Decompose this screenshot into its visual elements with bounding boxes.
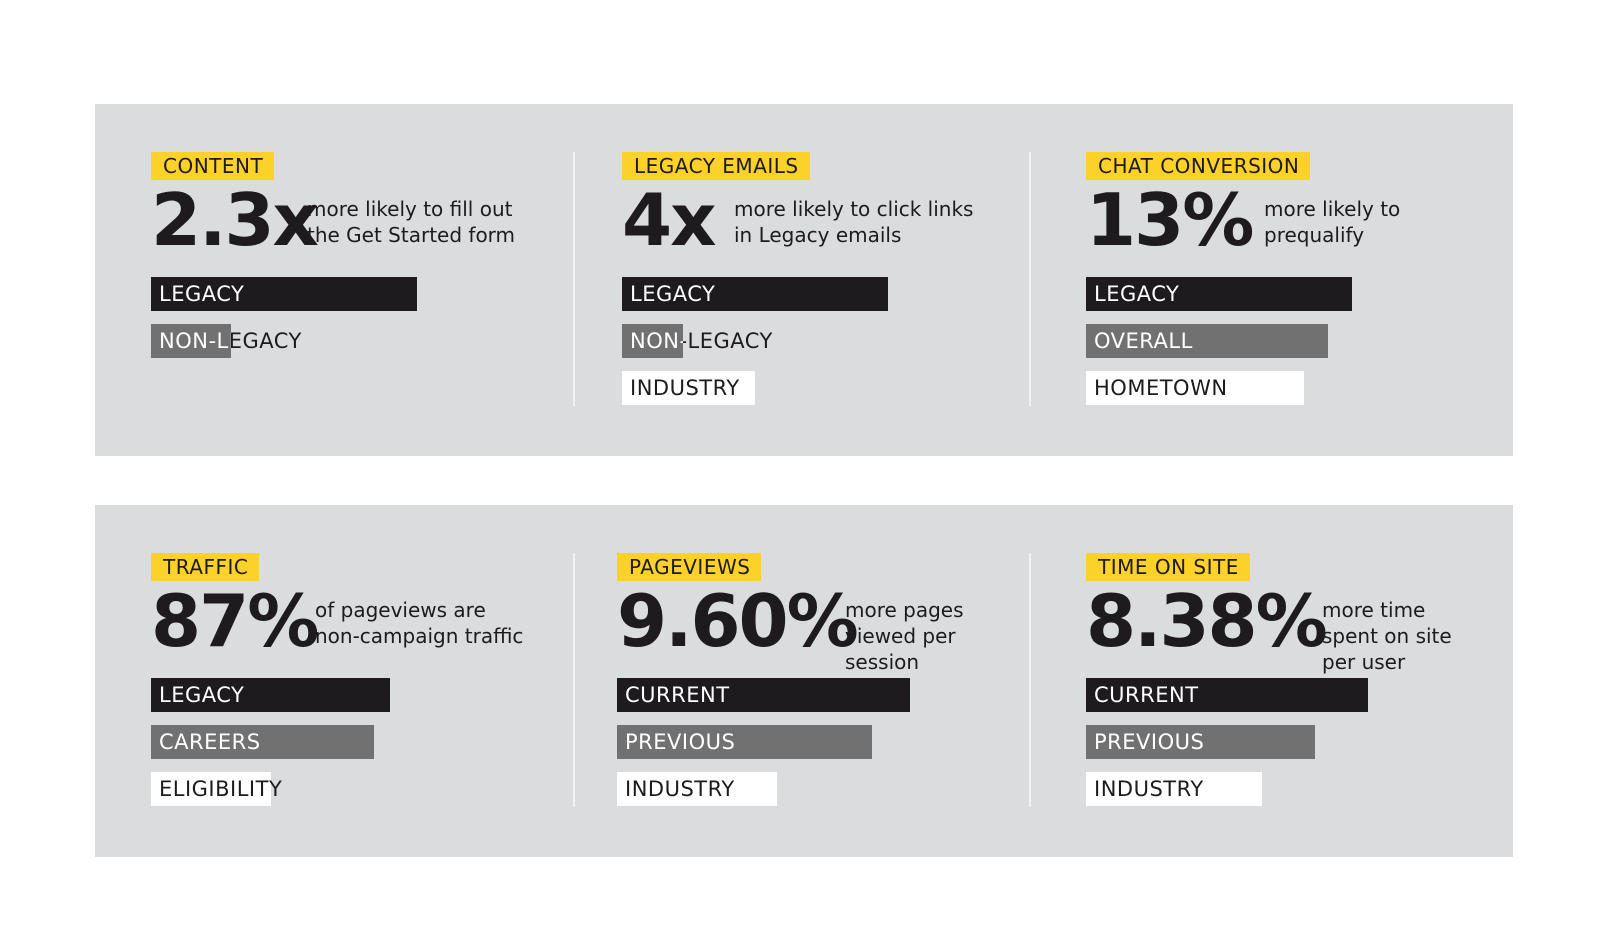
stat-value: 8.38% xyxy=(1086,579,1328,663)
bar-row: INDUSTRY xyxy=(622,371,1062,405)
stat-value: 87% xyxy=(151,579,319,663)
stat-value: 4x xyxy=(622,178,717,262)
bar-row: LEGACY xyxy=(1086,277,1526,311)
bar-label: LEGACY xyxy=(159,282,245,306)
description-line: the Get Started form xyxy=(307,223,516,247)
bar xyxy=(617,772,777,806)
bar-row: LEGACY xyxy=(151,678,591,712)
bar-row: CURRENT xyxy=(1086,678,1526,712)
bar-label: ELIGIBILITY xyxy=(159,777,283,801)
bar-row: CAREERS xyxy=(151,725,591,759)
bar xyxy=(1086,772,1262,806)
bar-label: CAREERS xyxy=(159,730,261,754)
category-tag: PAGEVIEWS xyxy=(617,553,762,581)
bar xyxy=(151,277,417,311)
bar xyxy=(622,277,888,311)
stat-value: 9.60% xyxy=(617,579,859,663)
bar-row: OVERALL xyxy=(1086,324,1526,358)
bar-label: CURRENT xyxy=(1094,683,1199,707)
bar xyxy=(1086,725,1315,759)
bar-label: INDUSTRY xyxy=(625,777,735,801)
description-line: spent on site xyxy=(1322,624,1452,648)
stat-description: more likely to prequalify xyxy=(1264,196,1504,248)
description-line: of pageviews are xyxy=(315,598,486,622)
bar-row: PREVIOUS xyxy=(617,725,1057,759)
bar xyxy=(1086,678,1368,712)
bar-row: INDUSTRY xyxy=(617,772,1057,806)
bar-row: LEGACY xyxy=(151,277,591,311)
description-line: per user xyxy=(1322,650,1406,674)
bar-label: OVERALL xyxy=(1094,329,1193,353)
bar xyxy=(1086,371,1304,405)
bar-row: LEGACY xyxy=(622,277,1062,311)
category-tag: CONTENT xyxy=(151,152,275,180)
bar-row: ELIGIBILITY xyxy=(151,772,591,806)
stat-card-time-on-site: TIME ON SITE 8.38% more time spent on site p… xyxy=(1086,505,1526,857)
bar-label-overflow: NON-LEGACY xyxy=(630,329,773,353)
bar xyxy=(622,324,683,358)
bar-label: LEGACY xyxy=(159,683,245,707)
description-line: more likely to xyxy=(1264,197,1401,221)
bar-row: INDUSTRY xyxy=(1086,772,1526,806)
divider xyxy=(1029,553,1031,807)
bar xyxy=(617,725,872,759)
stat-value: 2.3x xyxy=(151,178,319,262)
bar-row: HOMETOWN xyxy=(1086,371,1526,405)
divider xyxy=(573,152,575,406)
bar-row: PREVIOUS xyxy=(1086,725,1526,759)
bar xyxy=(151,725,374,759)
description-line: prequalify xyxy=(1264,223,1365,247)
divider xyxy=(573,553,575,807)
description-line: session xyxy=(845,650,920,674)
category-tag: TIME ON SITE xyxy=(1086,553,1250,581)
divider xyxy=(1029,152,1031,406)
bar-row: CURRENT xyxy=(617,678,1057,712)
category-tag: CHAT CONVERSION xyxy=(1086,152,1311,180)
stat-description: of pageviews are non-campaign traffic xyxy=(315,597,555,649)
bar xyxy=(1086,277,1352,311)
bar xyxy=(151,678,390,712)
description-line: more time xyxy=(1322,598,1426,622)
description-line: non-campaign traffic xyxy=(315,624,524,648)
bar-label: HOMETOWN xyxy=(1094,376,1228,400)
stat-description: more likely to fill out the Get Started f… xyxy=(307,196,547,248)
stat-description: more time spent on site per user xyxy=(1322,597,1562,675)
description-line: more likely to fill out xyxy=(307,197,513,221)
stat-description: more pages viewed per session xyxy=(845,597,1085,675)
description-line: viewed per xyxy=(845,624,956,648)
bar xyxy=(622,371,755,405)
stat-description: more likely to click links in Legacy emai… xyxy=(734,196,974,248)
stat-card-pageviews: PAGEVIEWS 9.60% more pages viewed per sessio… xyxy=(617,505,1057,857)
bar-label: LEGACY xyxy=(630,282,716,306)
category-tag: LEGACY EMAILS xyxy=(622,152,810,180)
bar-label: INDUSTRY xyxy=(630,376,740,400)
bar-label: PREVIOUS xyxy=(625,730,736,754)
bar xyxy=(1086,324,1328,358)
bar xyxy=(151,324,231,358)
description-line: in Legacy emails xyxy=(734,223,902,247)
description-line: more likely to click links xyxy=(734,197,974,221)
bar xyxy=(151,772,271,806)
bar-label: LEGACY xyxy=(1094,282,1180,306)
stat-card-chat-conversion: CHAT CONVERSION 13% more likely to prequali… xyxy=(1086,104,1526,456)
stat-card-legacy-emails: LEGACY EMAILS 4x more likely to click link… xyxy=(622,104,1062,456)
stat-value: 13% xyxy=(1086,178,1254,262)
description-line: more pages xyxy=(845,598,964,622)
bar-label: INDUSTRY xyxy=(1094,777,1204,801)
stat-card-content: CONTENT 2.3x more likely to fill out the Ge… xyxy=(151,104,591,456)
bar-label: PREVIOUS xyxy=(1094,730,1205,754)
category-tag: TRAFFIC xyxy=(151,553,260,581)
bar-label-overflow: NON-LEGACY xyxy=(231,324,302,358)
stat-card-traffic: TRAFFIC 87% of pageviews are non-campaign t… xyxy=(151,505,591,857)
bar-label: CURRENT xyxy=(625,683,730,707)
bar xyxy=(617,678,910,712)
